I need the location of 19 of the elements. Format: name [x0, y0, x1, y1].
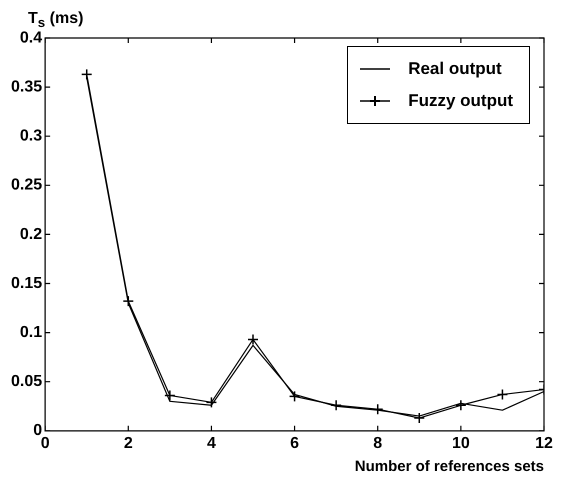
y-tick-label: 0.15	[11, 274, 42, 292]
x-tick-label: 8	[373, 434, 382, 452]
y-tick-label: 0.2	[20, 226, 42, 243]
y-axis-title: T$_{s}$ (ms)	[28, 10, 84, 30]
y-tick-label: 0.25	[11, 176, 42, 194]
y-tick-label: 0.35	[11, 78, 42, 96]
x-tick-label: 2	[124, 434, 133, 452]
x-axis-title: Number of references sets	[354, 458, 544, 476]
x-tick-label: 10	[452, 434, 470, 452]
y-tick-label: 0	[33, 422, 42, 440]
x-tick-label: 6	[290, 434, 300, 452]
y-tick-label: 0.1	[20, 324, 42, 342]
y-tick-label: 0.05	[11, 373, 42, 390]
y-tick-label: 0.4	[20, 29, 42, 46]
legend-label: Real output	[408, 59, 502, 79]
x-tick-label: 4	[206, 434, 216, 452]
x-tick-label: 12	[535, 434, 553, 452]
y-tick-label: 0.3	[20, 128, 42, 145]
legend-label: Fuzzy output	[408, 91, 513, 111]
